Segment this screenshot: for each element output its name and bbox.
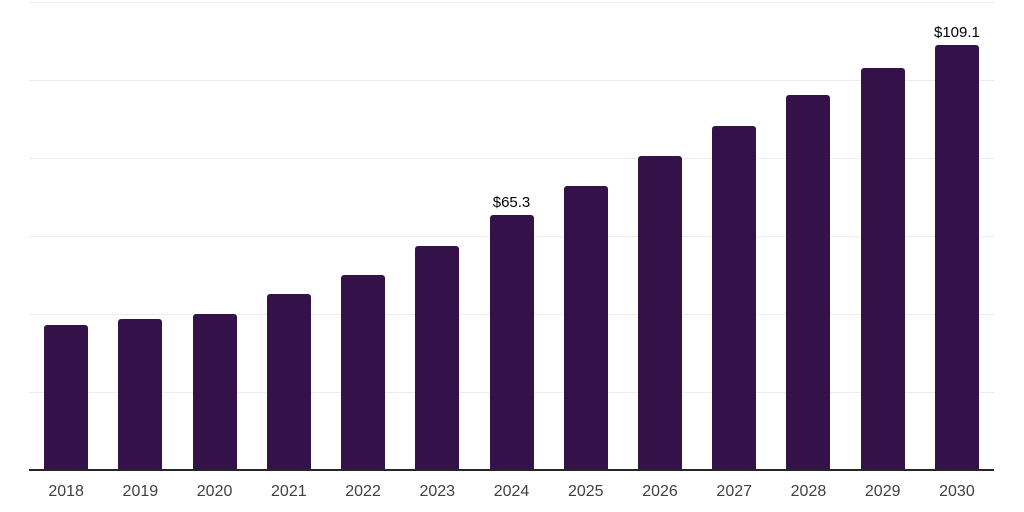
bar [489,215,534,470]
x-tick-label: 2022 [345,483,381,500]
bar-column [846,2,920,470]
plot-area: $65.3 $109.1 [29,2,994,470]
bar [192,314,237,470]
bar [44,325,89,470]
bar-column: $109.1 [920,2,994,470]
x-tick-label: 2025 [567,483,604,500]
bar-column [549,2,623,470]
bar-value-label: $109.1 [933,23,980,41]
x-axis-line [29,469,994,471]
x-tick-label: 2019 [122,483,159,500]
gridline [29,2,994,3]
bar-column [400,2,474,470]
bar-value-label: $65.3 [492,194,531,212]
x-tick-label: 2030 [939,483,975,500]
x-tick-label: 2029 [864,483,901,500]
bar [563,186,608,470]
bar [415,245,460,470]
bar-column [103,2,177,470]
bar-column [177,2,251,470]
bar [118,319,163,470]
bar [934,44,979,470]
x-axis-labels: 2018 2019 2020 2021 2022 2023 2024 2025 2026 2027… [29,482,994,502]
x-tick-label: 2024 [493,483,530,500]
bar-column [326,2,400,470]
bar [712,126,757,470]
x-tick-label: 2028 [790,483,827,500]
gridline [29,158,994,159]
bar [266,293,311,470]
x-tick-label: 2020 [196,483,233,500]
bar-column: $65.3 [474,2,548,470]
bar-column [252,2,326,470]
bar-column [29,2,103,470]
x-tick-label: 2021 [271,483,307,500]
bar [786,95,831,470]
bar-column [697,2,771,470]
x-tick-label: 2023 [419,483,456,500]
bar [860,68,905,470]
x-tick-label: 2018 [48,483,84,500]
bars-layer: $65.3 $109.1 [29,2,994,470]
x-tick-label: 2026 [642,483,678,500]
bar-column [771,2,845,470]
bar [341,274,386,470]
bar [637,156,682,470]
x-tick-label: 2027 [716,483,753,500]
gridline [29,80,994,81]
bar-column [623,2,697,470]
